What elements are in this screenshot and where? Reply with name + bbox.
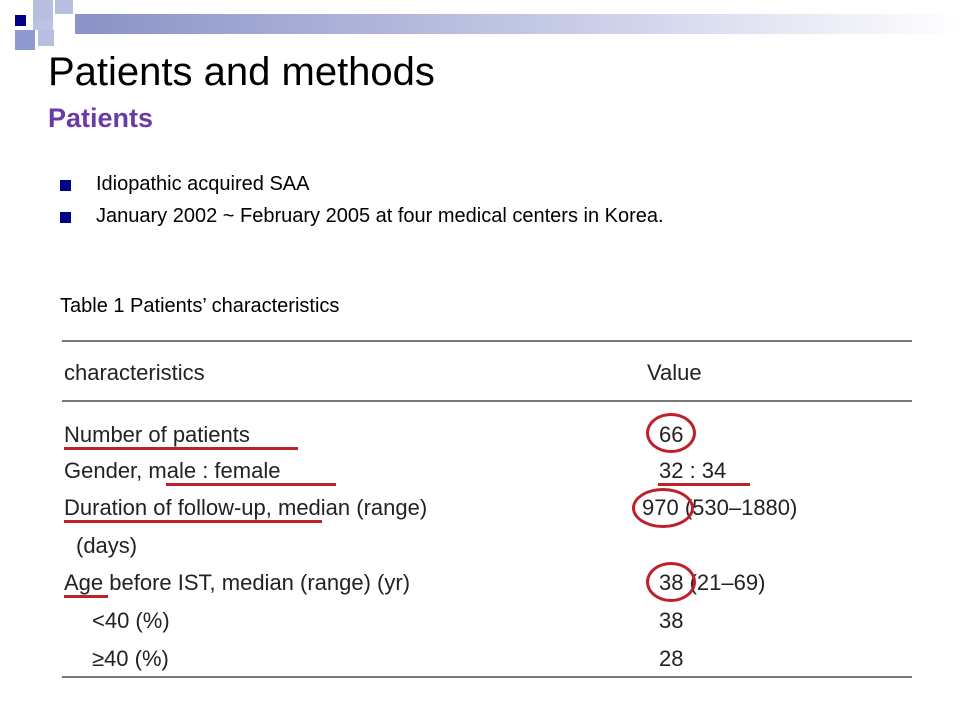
row-label: <40 (%): [92, 608, 170, 633]
corner-square-light: [38, 30, 54, 46]
annotation-underline: [64, 595, 108, 598]
bullet-item: January 2002 ~ February 2005 at four med…: [60, 200, 664, 232]
row-label: ≥40 (%): [92, 646, 169, 671]
row-value: 28: [659, 646, 684, 671]
annotation-underline: [658, 483, 750, 486]
bullet-list: Idiopathic acquired SAA January 2002 ~ F…: [60, 168, 664, 232]
header-gradient-bar: [75, 14, 960, 34]
table-rule-header: [62, 400, 912, 402]
table-rule-bottom: [62, 676, 912, 678]
table-rule-top: [62, 340, 912, 342]
bullet-text: January 2002 ~ February 2005 at four med…: [96, 205, 664, 227]
row-label: Age before IST, median (range) (yr): [64, 570, 411, 595]
square-bullet-icon: [60, 180, 71, 191]
annotation-underline: [64, 447, 298, 450]
annotation-underline: [166, 483, 336, 486]
row-value: 38: [659, 608, 684, 633]
square-bullet-icon: [60, 212, 71, 223]
bullet-text: Idiopathic acquired SAA: [96, 173, 310, 195]
row-label: Number of patients: [64, 422, 250, 447]
row-label: Duration of follow-up, median (range): [64, 495, 428, 520]
corner-square-dark: [15, 15, 26, 26]
corner-square-light: [33, 0, 53, 20]
annotation-circle: [646, 562, 696, 602]
annotation-circle: [632, 488, 694, 528]
row-label: Gender, male : female: [64, 458, 281, 483]
corner-square-mid: [15, 30, 35, 50]
corner-square-mid: [33, 20, 53, 30]
annotation-circle: [646, 413, 696, 453]
header-value: Value: [647, 360, 702, 385]
header-characteristics: characteristics: [64, 360, 205, 385]
row-value: 32 : 34: [659, 458, 727, 483]
slide-subtitle: Patients: [48, 103, 154, 133]
row-label-continued: (days): [76, 533, 138, 558]
table-caption: Table 1 Patients’ characteristics: [60, 295, 340, 317]
bullet-item: Idiopathic acquired SAA: [60, 168, 664, 200]
corner-square-light: [55, 0, 73, 14]
annotation-underline: [64, 520, 322, 523]
slide-title: Patients and methods: [48, 50, 435, 94]
characteristics-table: characteristics Value Number of patients…: [62, 340, 914, 680]
